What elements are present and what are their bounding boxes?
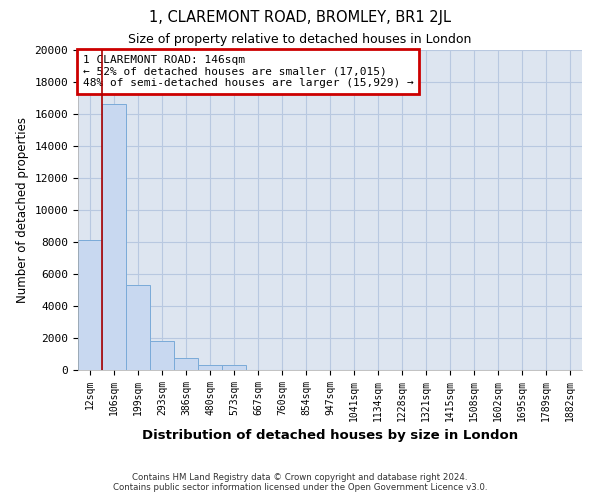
Bar: [102, 104, 126, 370]
Text: 1 CLAREMONT ROAD: 146sqm
← 52% of detached houses are smaller (17,015)
48% of se: 1 CLAREMONT ROAD: 146sqm ← 52% of detach…: [83, 55, 414, 88]
Text: Size of property relative to detached houses in London: Size of property relative to detached ho…: [128, 32, 472, 46]
Bar: [150, 341, 174, 370]
Text: 1, CLAREMONT ROAD, BROMLEY, BR1 2JL: 1, CLAREMONT ROAD, BROMLEY, BR1 2JL: [149, 10, 451, 25]
Bar: [174, 358, 198, 370]
Bar: [126, 285, 150, 370]
Bar: [222, 365, 246, 370]
X-axis label: Distribution of detached houses by size in London: Distribution of detached houses by size …: [142, 429, 518, 442]
Text: Contains HM Land Registry data © Crown copyright and database right 2024.
Contai: Contains HM Land Registry data © Crown c…: [113, 473, 487, 492]
Bar: [78, 240, 102, 370]
Y-axis label: Number of detached properties: Number of detached properties: [16, 117, 29, 303]
Bar: [198, 365, 222, 370]
